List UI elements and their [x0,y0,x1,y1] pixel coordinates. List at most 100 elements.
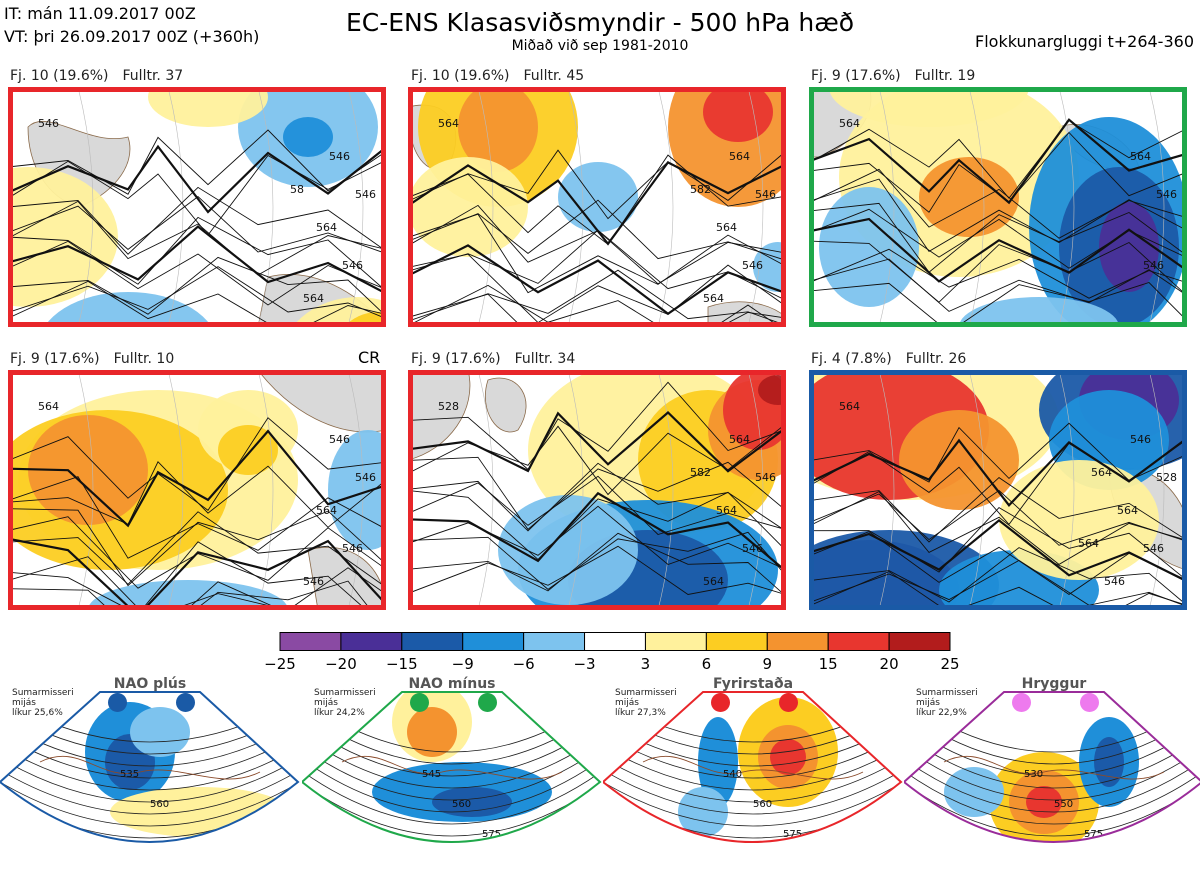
colorbar-segment [827,632,890,651]
regime-note: Sumarmisseri mijás líkur 25,6% [12,688,74,718]
contour-label: 564 [303,292,324,305]
contour-label: 528 [1156,471,1177,484]
colorbar-segment [462,632,525,651]
regime-note: Sumarmisseri mijás líkur 27,3% [615,688,677,718]
anomaly-area [753,242,786,292]
map-canvas: 564 546 546 546 564 546 [8,370,386,610]
map-canvas: 564 546 546 564 564 564 582 [408,87,786,327]
regime-panel: 540 560 575 [601,672,903,871]
panel-4-fulltr: Fulltr. 10 [113,351,175,367]
colorbar-tick: 9 [762,655,773,673]
contour-label: 564 [729,150,750,163]
regime-fan: 530 550 575 [902,691,1200,843]
contour-label: 564 [716,221,737,234]
colorbar-tick: −25 [264,655,296,673]
height-contour [8,417,386,511]
regime-fan: 545 560 575 [300,691,602,843]
height-contour-bold [809,518,1187,583]
panel-6-fj: Fj. 4 (7.8%) [811,351,892,367]
map-canvas: 546 546 546 546 564 564 58 [8,87,386,327]
height-contour [185,581,283,610]
colorbar-segment [279,632,342,651]
colorbar-segment [584,632,646,651]
meridian [747,87,764,327]
height-contour [408,253,786,324]
height-contour [8,216,386,292]
contour-label: 546 [342,542,363,555]
regime-dot [176,693,195,712]
contour-label: 546 [355,188,376,201]
height-contour [8,256,386,317]
panel-5-label: Fj. 9 (17.6%) Fulltr. 34 [411,351,575,367]
contour-label: 546 [1130,433,1151,446]
regime-dot [108,693,127,712]
height-contour [809,240,1187,303]
contour-label: 546 [1143,259,1164,272]
panel-1-label: Fj. 10 (19.6%) Fulltr. 37 [10,68,183,84]
height-contour [8,154,386,236]
anomaly-area [1026,786,1062,818]
colorbar-segment [888,632,951,651]
panel-4-label: Fj. 9 (17.6%) Fulltr. 10 [10,351,174,367]
panel-4-fj: Fj. 9 (17.6%) [10,351,100,367]
colorbar-tick: −3 [573,655,596,673]
meridian [1148,370,1165,610]
panel-4-tag: CR [358,348,381,367]
colorbar-segment [340,632,403,651]
land-patch [408,370,471,461]
height-contour [302,727,600,789]
anomaly-area [88,580,288,610]
map-canvas: 564 546 546 564 [809,87,1187,327]
height-contour [408,545,786,596]
height-contour [408,489,786,561]
height-contour [809,531,1187,595]
init-time: IT: mán 11.09.2017 00Z [4,4,196,23]
land-patch [307,547,386,610]
contour-label: 546 [1143,542,1164,555]
height-contour [302,751,600,813]
coastline [642,756,864,780]
height-contour [809,178,1187,252]
meridian [1058,87,1075,327]
height-contour-bold [809,217,1187,283]
height-contour-bold [408,491,786,573]
contour-label: 546 [755,471,776,484]
cluster-map-2: 564 546 546 564 564 564 582 [408,87,786,327]
contour-label: 575 [783,829,802,840]
height-contour-bold [408,160,786,246]
regime-title: Fyrirstaða [712,676,794,692]
height-contour [904,739,1200,801]
colorbar-segment [523,632,586,651]
regime-panel: 530 550 575 [902,672,1200,871]
height-contour [809,281,1187,327]
panel-frame [408,87,786,327]
fan-frame [601,691,903,843]
regime-dot [478,693,497,712]
meridian [747,370,764,610]
height-contour [408,154,786,246]
anomaly-area [130,707,190,757]
regime-title: NAO mínus [408,676,496,692]
anomaly-area [283,117,333,157]
height-contour [809,477,1187,543]
height-contour [904,727,1200,789]
meridian [477,370,494,610]
height-contour [8,580,372,610]
land-patch [707,301,786,327]
contour-label: 560 [753,799,772,810]
height-contour [8,186,386,255]
colorbar-segment [766,632,829,651]
height-contour [408,475,786,536]
anomaly-area [432,787,512,817]
height-contour [8,240,386,306]
panel-3-fulltr: Fulltr. 19 [914,68,976,84]
panel-5-fulltr: Fulltr. 34 [514,351,576,367]
height-contour [809,248,1187,299]
height-contour [8,266,386,319]
regime-dot [711,693,730,712]
contour-label: 564 [316,221,337,234]
contour-label: 546 [355,471,376,484]
contour-label: 546 [1104,575,1125,588]
contour-label: 564 [1130,150,1151,163]
valid-time: VT: þri 26.09.2017 00Z (+360h) [4,27,260,46]
